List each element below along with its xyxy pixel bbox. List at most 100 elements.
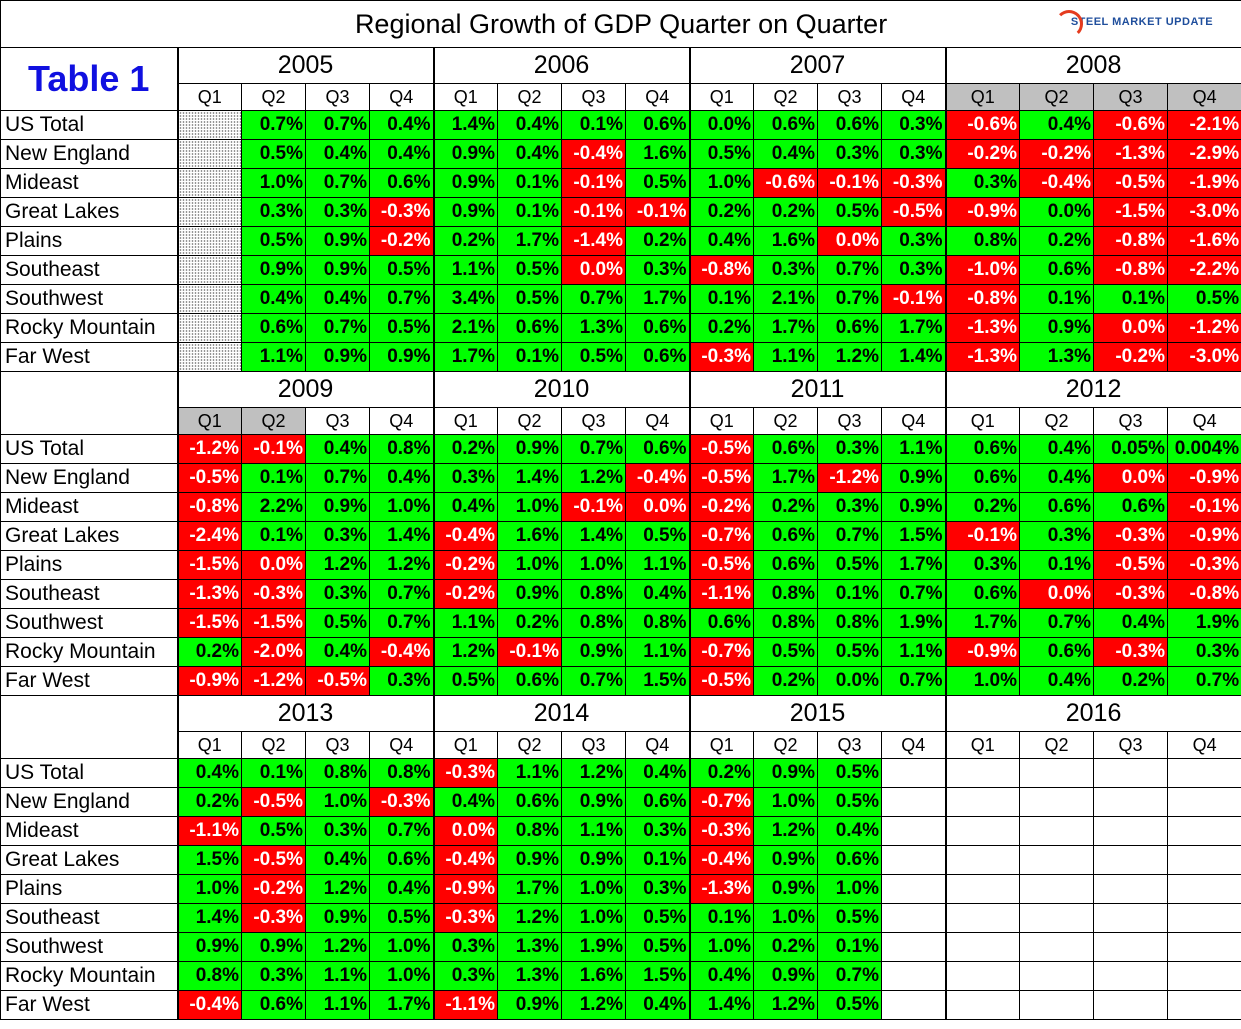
growth-cell: 0.7% (561, 666, 626, 696)
growth-cell: 2.1% (432, 313, 498, 343)
growth-cell: 0.9% (432, 197, 498, 227)
growth-cell: 1.9% (1166, 608, 1241, 638)
table-label-cell (0, 695, 178, 759)
empty-cell (1093, 787, 1168, 817)
growth-cell: -1.3% (944, 342, 1020, 372)
growth-cell: -0.2% (432, 579, 498, 609)
region-label: Plains (0, 226, 178, 256)
growth-cell: 0.004% (1166, 434, 1241, 464)
empty-cell (176, 139, 242, 169)
growth-cell: 0.0% (817, 226, 882, 256)
growth-cell: 0.8% (369, 434, 434, 464)
region-row: Far West 1.1% 0.9% 0.9% 1.7% 0.1% 0.5% 0.6% -0.3… (0, 342, 1241, 372)
growth-cell: 1.0% (817, 874, 882, 904)
growth-cell: 1.4% (176, 903, 242, 933)
title: Regional Growth of GDP Quarter on Quarte… (354, 8, 888, 39)
growth-cell: 0.6% (497, 787, 562, 817)
growth-cell: 0.6% (625, 313, 690, 343)
growth-cell: 0.9% (561, 787, 626, 817)
growth-cell: 0.3% (817, 434, 882, 464)
quarter-header: Q3 (1093, 731, 1168, 759)
empty-cell (1093, 758, 1168, 788)
growth-cell: 1.1% (432, 255, 498, 285)
growth-cell: 0.4% (1019, 110, 1094, 140)
growth-cell: 1.2% (432, 637, 498, 667)
year-row: 2013 2014 2015 2016 (0, 695, 1241, 759)
growth-cell: 1.0% (753, 787, 818, 817)
growth-cell: 0.9% (497, 434, 562, 464)
growth-cell: -1.2% (817, 463, 882, 493)
empty-cell (176, 342, 242, 372)
growth-cell: -0.2% (688, 492, 754, 522)
empty-cell (881, 874, 946, 904)
growth-cell: 0.3% (881, 255, 946, 285)
growth-cell: 0.5% (817, 637, 882, 667)
growth-cell: 0.6% (944, 434, 1020, 464)
growth-cell: 0.9% (753, 758, 818, 788)
growth-cell: 0.6% (625, 434, 690, 464)
growth-cell: -0.7% (688, 787, 754, 817)
growth-cell: -0.8% (1093, 255, 1168, 285)
growth-cell: 0.4% (497, 139, 562, 169)
empty-cell (944, 816, 1020, 846)
growth-cell: 0.9% (369, 342, 434, 372)
growth-cell: 0.9% (753, 961, 818, 991)
growth-cell: 0.5% (817, 903, 882, 933)
growth-cell: 0.3% (241, 197, 306, 227)
growth-cell: 1.4% (369, 521, 434, 551)
region-label: Southeast (0, 255, 178, 285)
quarter-header: Q3 (305, 731, 370, 759)
growth-cell: -0.1% (817, 168, 882, 198)
growth-cell: -0.3% (688, 342, 754, 372)
growth-cell: 0.3% (432, 961, 498, 991)
region-row: Mideast -1.1% 0.5% 0.3% 0.7% 0.0% 0.8% 1.1% 0.3%… (0, 816, 1241, 846)
quarter-header: Q1 (176, 731, 242, 759)
growth-cell: 1.0% (176, 874, 242, 904)
growth-cell: 0.2% (497, 608, 562, 638)
growth-cell: 0.2% (753, 492, 818, 522)
quarter-header: Q4 (625, 407, 690, 435)
growth-cell: 0.9% (305, 903, 370, 933)
growth-cell: 1.7% (497, 874, 562, 904)
region-label: Southeast (0, 579, 178, 609)
growth-cell: -0.8% (1093, 226, 1168, 256)
growth-cell: 0.7% (881, 579, 946, 609)
empty-cell (1166, 845, 1241, 875)
quarter-header: Q2 (1019, 407, 1094, 435)
growth-cell: -0.8% (944, 284, 1020, 314)
region-row: Mideast 1.0% 0.7% 0.6% 0.9% 0.1% -0.1% 0.5% 1.0%… (0, 168, 1241, 198)
growth-cell: 0.9% (497, 845, 562, 875)
growth-cell: -1.3% (944, 313, 1020, 343)
growth-cell: 0.9% (1019, 313, 1094, 343)
growth-cell: 1.6% (561, 961, 626, 991)
growth-cell: 0.5% (561, 342, 626, 372)
growth-cell: 0.6% (241, 990, 306, 1020)
growth-cell: 0.4% (1093, 608, 1168, 638)
growth-cell: -2.9% (1166, 139, 1241, 169)
year-header: 2013 (176, 695, 435, 732)
growth-cell: 0.3% (1166, 637, 1241, 667)
growth-cell: 0.1% (561, 110, 626, 140)
growth-cell: 0.9% (305, 226, 370, 256)
growth-cell: 1.4% (881, 342, 946, 372)
quarter-header: Q2 (241, 83, 306, 111)
growth-cell: 0.5% (817, 990, 882, 1020)
growth-cell: 0.9% (561, 637, 626, 667)
empty-cell (1019, 874, 1094, 904)
growth-cell: -0.5% (176, 463, 242, 493)
growth-cell: -0.4% (561, 139, 626, 169)
region-label: New England (0, 463, 178, 493)
quarter-header: Q1 (432, 731, 498, 759)
growth-cell: 0.2% (176, 637, 242, 667)
growth-cell: 0.9% (241, 932, 306, 962)
quarter-header: Q1 (688, 83, 754, 111)
growth-cell: 0.5% (369, 903, 434, 933)
growth-cell: 0.7% (369, 608, 434, 638)
empty-cell (1166, 816, 1241, 846)
growth-cell: 0.6% (753, 521, 818, 551)
region-row: Great Lakes -2.4% 0.1% 0.3% 1.4% -0.4% 1.6% 1.4… (0, 521, 1241, 551)
logo: STEEL MARKET UPDATE (1054, 10, 1214, 38)
growth-cell: 0.1% (817, 932, 882, 962)
growth-cell: -1.2% (1166, 313, 1241, 343)
growth-cell: 0.4% (432, 492, 498, 522)
